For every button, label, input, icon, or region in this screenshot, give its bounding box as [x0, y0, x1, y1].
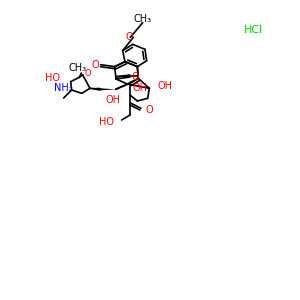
- Text: O: O: [125, 32, 133, 42]
- Text: OH: OH: [132, 83, 147, 93]
- Text: O: O: [131, 72, 139, 82]
- Polygon shape: [101, 88, 116, 90]
- Text: CH₃: CH₃: [68, 63, 86, 73]
- Text: CH₃: CH₃: [134, 14, 152, 24]
- Text: O: O: [92, 60, 100, 70]
- Text: OH: OH: [157, 81, 172, 91]
- Text: HCl: HCl: [244, 25, 263, 35]
- Text: HO: HO: [99, 117, 114, 127]
- Text: NH₂: NH₂: [54, 83, 73, 93]
- Text: HO: HO: [45, 73, 60, 83]
- Text: OH: OH: [105, 95, 120, 105]
- Text: O: O: [85, 69, 91, 78]
- Text: O: O: [145, 105, 153, 115]
